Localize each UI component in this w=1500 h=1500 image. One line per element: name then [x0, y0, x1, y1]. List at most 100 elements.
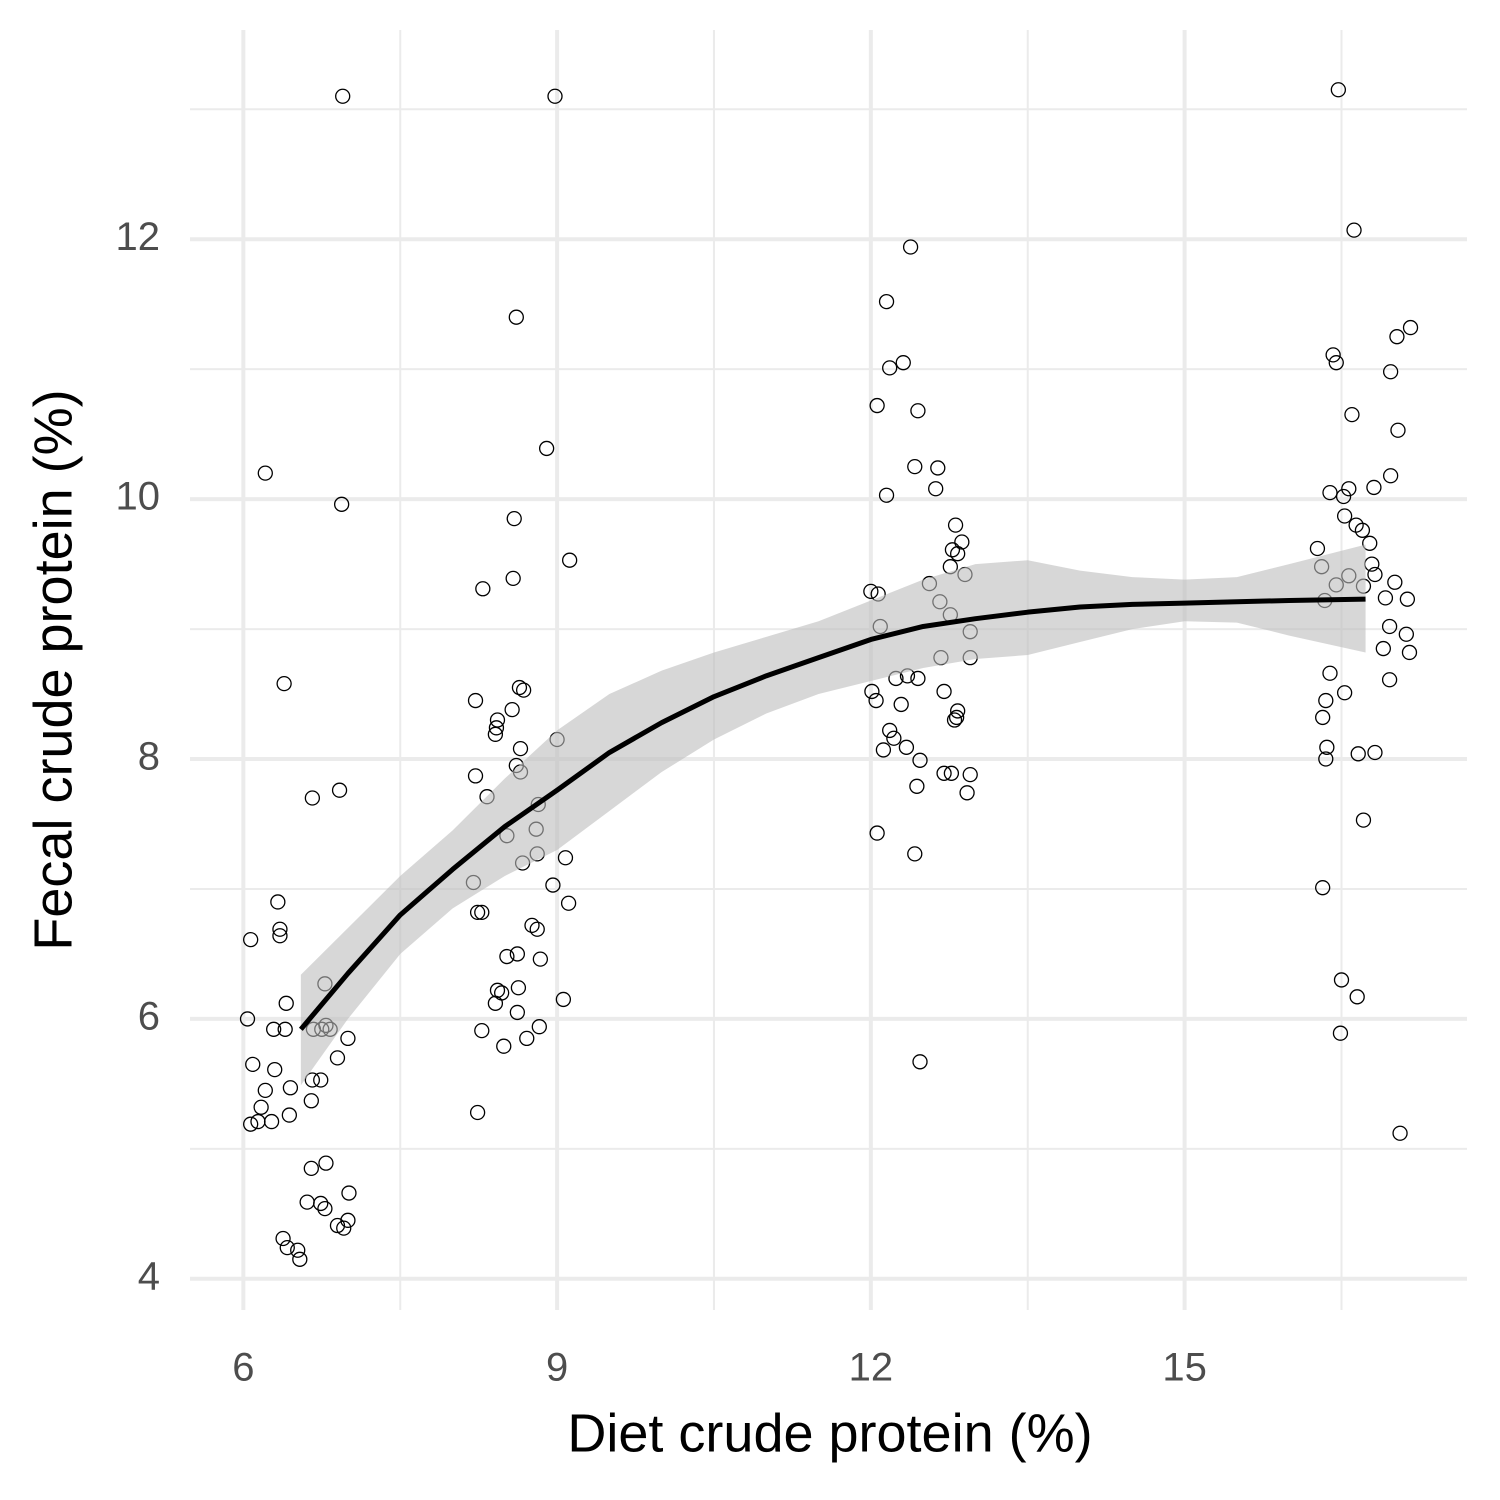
data-point: [910, 670, 926, 687]
data-point: [557, 850, 574, 866]
data-point: [275, 1230, 291, 1247]
data-point: [875, 742, 892, 758]
data-point: [243, 931, 259, 948]
data-point: [1319, 739, 1335, 755]
x-tick-label: 6: [232, 1346, 254, 1390]
y-tick-label: 4: [138, 1254, 160, 1298]
data-point: [270, 894, 286, 910]
data-point: [560, 895, 577, 911]
data-point: [277, 1021, 293, 1037]
data-point: [1354, 522, 1371, 538]
data-point: [1346, 222, 1362, 238]
data-point: [303, 1093, 319, 1109]
data-point: [912, 1054, 928, 1070]
data-point: [1318, 692, 1334, 709]
data-point: [1364, 556, 1380, 572]
data-point: [329, 1217, 346, 1234]
data-point: [1366, 479, 1382, 496]
labels: 6 9 12 15 4 6 8 10 12: [116, 215, 1207, 1390]
data-point: [499, 948, 515, 965]
data-point: [1336, 685, 1353, 701]
data-point: [334, 496, 350, 512]
data-point: [278, 995, 294, 1011]
data-point: [1399, 591, 1416, 607]
data-point: [878, 293, 895, 310]
data-point: [882, 360, 898, 376]
data-point: [1350, 746, 1366, 762]
data-point: [868, 692, 884, 709]
data-point: [1389, 329, 1405, 345]
data-point: [1322, 484, 1338, 501]
data-point: [532, 951, 549, 967]
data-point: [1336, 508, 1353, 524]
data-point: [1328, 355, 1344, 371]
y-tick-label: 8: [138, 735, 160, 779]
data-point: [489, 982, 506, 998]
data-point: [506, 510, 522, 527]
data-point: [1362, 535, 1378, 551]
data-point: [946, 712, 963, 728]
data-point: [1330, 82, 1347, 98]
data-point: [531, 1019, 547, 1035]
data-point: [509, 1004, 526, 1021]
data-point: [488, 720, 505, 736]
data-point: [944, 542, 961, 558]
data-point: [467, 768, 484, 784]
data-point: [272, 928, 288, 944]
data-point: [1383, 468, 1399, 484]
data-point: [947, 517, 964, 533]
y-tick-label: 6: [138, 994, 160, 1038]
data-point: [538, 440, 555, 457]
data-point: [547, 88, 563, 104]
data-point: [505, 570, 521, 587]
data-point: [1377, 590, 1394, 606]
data-point: [909, 778, 925, 794]
data-point: [1341, 481, 1357, 497]
data-point: [907, 846, 923, 862]
data-point: [1325, 347, 1341, 363]
data-point: [948, 709, 965, 726]
data-point: [863, 583, 879, 600]
data-point: [272, 921, 288, 937]
data-point: [1390, 422, 1406, 438]
x-tick-label: 9: [546, 1346, 568, 1390]
data-point: [509, 946, 526, 962]
data-point: [1402, 319, 1419, 336]
data-point: [335, 88, 351, 104]
data-point: [313, 1072, 329, 1088]
data-point: [336, 1220, 352, 1236]
y-tick-label: 12: [116, 215, 161, 259]
data-point: [910, 403, 926, 419]
data-point: [524, 917, 540, 934]
data-point: [1398, 626, 1414, 642]
confidence-band: [300, 544, 1366, 1086]
data-point: [266, 1021, 282, 1037]
data-point: [1315, 880, 1331, 896]
plot-marks: [239, 82, 1419, 1267]
x-tick-label: 15: [1162, 1346, 1207, 1390]
data-point: [317, 1200, 333, 1217]
data-point: [1318, 751, 1334, 767]
data-point: [1367, 566, 1383, 583]
data-point: [962, 766, 978, 783]
data-point: [902, 239, 919, 255]
data-point: [1381, 618, 1398, 635]
data-point: [496, 1038, 512, 1054]
data-point: [886, 730, 902, 746]
data-point: [950, 546, 966, 562]
x-axis-title: Diet crude protein (%): [567, 1403, 1092, 1463]
data-point: [512, 740, 529, 757]
data-point: [279, 1239, 295, 1256]
data-point: [515, 682, 532, 698]
data-point: [943, 765, 960, 781]
data-point: [304, 1072, 321, 1088]
y-tick-label: 10: [116, 475, 161, 519]
x-tick-label: 12: [849, 1346, 894, 1390]
data-point: [487, 995, 504, 1011]
data-point: [469, 1104, 486, 1121]
data-point: [494, 985, 510, 1001]
data-point: [1355, 812, 1372, 828]
data-point: [930, 460, 946, 476]
